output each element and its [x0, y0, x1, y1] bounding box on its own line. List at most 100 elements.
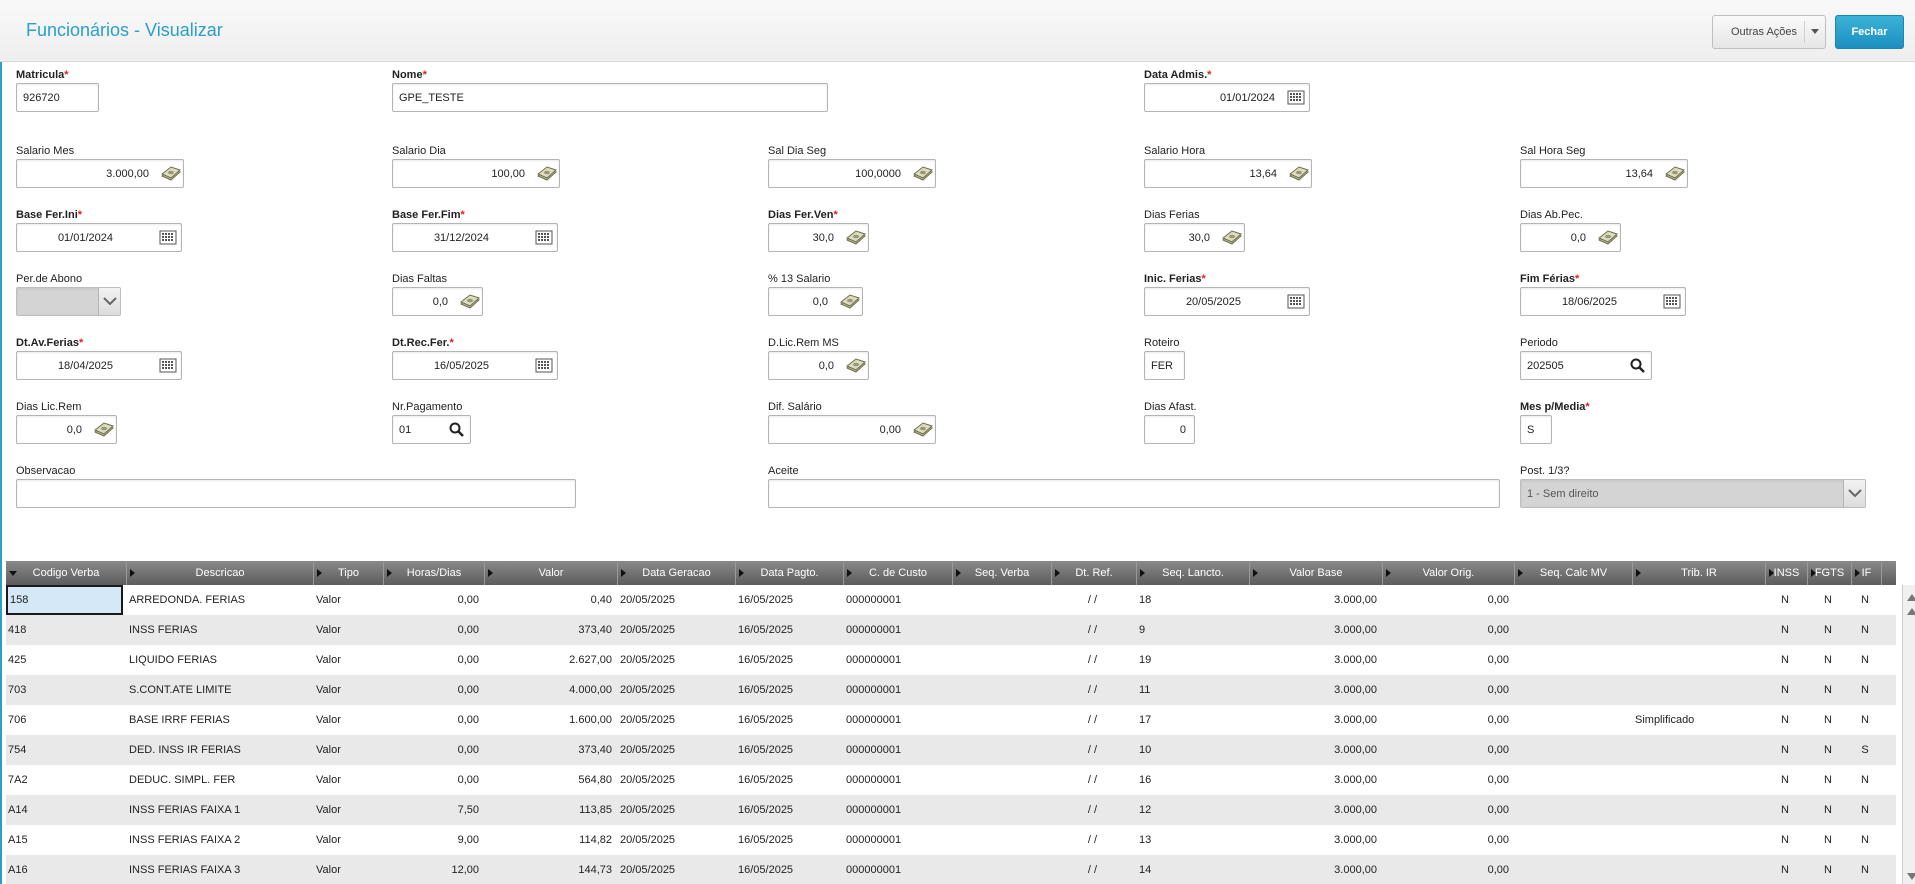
table-row[interactable]: 418 INSS FERIAS Valor 0,00 373,40 20/05/2025 1…: [6, 615, 1896, 645]
cell-tipo[interactable]: Valor: [316, 744, 341, 756]
cell-seq-lancto[interactable]: 13: [1139, 834, 1152, 846]
cell-data-geracao[interactable]: 20/05/2025: [620, 864, 676, 876]
cell-seq-lancto[interactable]: 18: [1139, 594, 1152, 606]
cell-descricao[interactable]: DED. INSS IR FERIAS: [129, 744, 241, 756]
cell-codigo-verba[interactable]: 7A2: [8, 774, 28, 786]
cell-valor-base[interactable]: 3.000,00: [1334, 684, 1377, 696]
close-button[interactable]: Fechar: [1835, 15, 1904, 49]
cell-c-de-custo[interactable]: 000000001: [846, 594, 902, 606]
cell-seq-lancto[interactable]: 12: [1139, 804, 1152, 816]
cell-c-de-custo[interactable]: 000000001: [846, 774, 902, 786]
scroll-top-icon[interactable]: [1906, 591, 1915, 603]
periodo-input[interactable]: 202505: [1520, 351, 1652, 380]
column-header-codigo-verba[interactable]: Codigo Verba: [6, 561, 127, 585]
cell-trib-ir[interactable]: [1633, 735, 1762, 765]
cell-inss[interactable]: N: [1781, 774, 1789, 786]
sal-dia-seg-input[interactable]: 100,0000: [768, 159, 936, 188]
cell-dt-ref[interactable]: / /: [1087, 774, 1098, 786]
cell-valor-orig[interactable]: 0,00: [1487, 684, 1509, 696]
cell-valor-orig[interactable]: 0,00: [1487, 624, 1509, 636]
per-de-abono-select[interactable]: [16, 287, 121, 316]
money-icon[interactable]: [460, 293, 480, 311]
cell-c-de-custo[interactable]: 000000001: [846, 654, 902, 666]
column-header-descricao[interactable]: Descricao: [127, 561, 314, 585]
cell-dt-ref[interactable]: / /: [1087, 804, 1098, 816]
cell-seq-calc-mv[interactable]: [1515, 735, 1629, 765]
column-header-c-de-custo[interactable]: C. de Custo: [844, 561, 953, 585]
cell-horas-dias[interactable]: 9,00: [457, 834, 479, 846]
cell-if[interactable]: N: [1861, 774, 1869, 786]
cell-trib-ir[interactable]: [1633, 585, 1762, 615]
column-header-horas-dias[interactable]: Horas/Dias: [384, 561, 485, 585]
cell-valor-orig[interactable]: 0,00: [1487, 594, 1509, 606]
cell-seq-lancto[interactable]: 16: [1139, 774, 1152, 786]
cell-seq-calc-mv[interactable]: [1515, 675, 1629, 705]
cell-inss[interactable]: N: [1781, 804, 1789, 816]
table-row[interactable]: A15 INSS FERIAS FAIXA 2 Valor 9,00 114,82 20/…: [6, 825, 1896, 855]
cell-data-geracao[interactable]: 20/05/2025: [620, 774, 676, 786]
cell-codigo-verba[interactable]: A15: [8, 834, 28, 846]
cell-data-pagto[interactable]: 16/05/2025: [738, 714, 794, 726]
dias-fer-ven-input[interactable]: 30,0: [768, 223, 869, 252]
salario-mes-input[interactable]: 3.000,00: [16, 159, 184, 188]
cell-data-geracao[interactable]: 20/05/2025: [620, 684, 676, 696]
cell-if[interactable]: N: [1861, 864, 1869, 876]
cell-trib-ir[interactable]: [1633, 615, 1762, 645]
inic-ferias-input[interactable]: 20/05/2025: [1144, 287, 1310, 316]
cell-seq-verba[interactable]: [953, 735, 1048, 765]
cell-seq-calc-mv[interactable]: [1515, 825, 1629, 855]
cell-dt-ref[interactable]: / /: [1087, 654, 1098, 666]
cell-valor-orig[interactable]: 0,00: [1487, 774, 1509, 786]
cell-c-de-custo[interactable]: 000000001: [846, 624, 902, 636]
cell-data-geracao[interactable]: 20/05/2025: [620, 834, 676, 846]
d-lic-rem-ms-input[interactable]: 0,0: [768, 351, 869, 380]
cell-seq-calc-mv[interactable]: [1515, 765, 1629, 795]
cell-data-pagto[interactable]: 16/05/2025: [738, 834, 794, 846]
cell-seq-verba[interactable]: [953, 585, 1048, 615]
salario-dia-input[interactable]: 100,00: [392, 159, 560, 188]
dif-salario-input[interactable]: 0,00: [768, 415, 936, 444]
cell-tipo[interactable]: Valor: [316, 774, 341, 786]
nr-pagamento-input[interactable]: 01: [392, 415, 471, 444]
cell-seq-lancto[interactable]: 19: [1139, 654, 1152, 666]
cell-data-pagto[interactable]: 16/05/2025: [738, 804, 794, 816]
cell-data-geracao[interactable]: 20/05/2025: [620, 744, 676, 756]
cell-horas-dias[interactable]: 0,00: [457, 744, 479, 756]
cell-seq-calc-mv[interactable]: [1515, 615, 1629, 645]
cell-fgts[interactable]: N: [1824, 624, 1832, 636]
scroll-up-icon[interactable]: [1906, 605, 1915, 617]
nome-input[interactable]: GPE_TESTE: [392, 83, 828, 112]
cell-c-de-custo[interactable]: 000000001: [846, 684, 902, 696]
column-header-tipo[interactable]: Tipo: [314, 561, 384, 585]
cell-if[interactable]: N: [1861, 804, 1869, 816]
calendar-icon[interactable]: [535, 229, 555, 247]
cell-seq-verba[interactable]: [953, 675, 1048, 705]
cell-if[interactable]: S: [1861, 744, 1869, 756]
observacao-input[interactable]: [16, 479, 576, 508]
cell-horas-dias[interactable]: 0,00: [457, 774, 479, 786]
cell-c-de-custo[interactable]: 000000001: [846, 864, 902, 876]
cell-valor-orig[interactable]: 0,00: [1487, 714, 1509, 726]
cell-fgts[interactable]: N: [1824, 744, 1832, 756]
salario-hora-input[interactable]: 13,64: [1144, 159, 1312, 188]
cell-codigo-verba[interactable]: 703: [8, 684, 27, 696]
money-icon[interactable]: [1289, 165, 1309, 183]
cell-seq-lancto[interactable]: 11: [1139, 684, 1151, 696]
money-icon[interactable]: [1222, 229, 1242, 247]
cell-valor-base[interactable]: 3.000,00: [1334, 594, 1377, 606]
cell-trib-ir[interactable]: [1633, 825, 1762, 855]
dt-av-ferias-input[interactable]: 18/04/2025: [16, 351, 182, 380]
cell-fgts[interactable]: N: [1824, 804, 1832, 816]
cell-seq-verba[interactable]: [953, 825, 1048, 855]
column-header-data-geracao[interactable]: Data Geracao: [618, 561, 736, 585]
money-icon[interactable]: [846, 229, 866, 247]
dias-ab-pec-input[interactable]: 0,0: [1520, 223, 1621, 252]
dias-lic-rem-input[interactable]: 0,0: [16, 415, 117, 444]
cell-inss[interactable]: N: [1781, 864, 1789, 876]
cell-fgts[interactable]: N: [1824, 834, 1832, 846]
cell-data-geracao[interactable]: 20/05/2025: [620, 804, 676, 816]
base-fer-fim-input[interactable]: 31/12/2024: [392, 223, 558, 252]
cell-seq-verba[interactable]: [953, 795, 1048, 825]
money-icon[interactable]: [840, 293, 860, 311]
cell-dt-ref[interactable]: / /: [1087, 864, 1098, 876]
